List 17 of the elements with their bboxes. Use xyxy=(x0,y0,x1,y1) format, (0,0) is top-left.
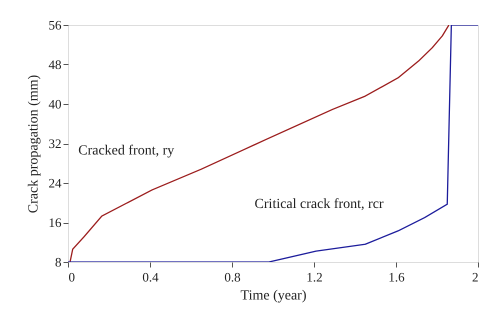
x-tick-label: 0 xyxy=(68,270,75,284)
y-tick-label: 8 xyxy=(55,254,62,270)
x-tick-label: 1.2 xyxy=(306,270,323,284)
series-label: Critical crack front, rcr xyxy=(254,197,384,212)
y-tick-label: 32 xyxy=(48,136,62,151)
x-tick-label: 0.4 xyxy=(142,270,160,284)
y-tick-label: 16 xyxy=(48,215,62,230)
y-tick-label: 40 xyxy=(48,96,62,112)
x-axis-title: Time (year) xyxy=(240,288,307,304)
x-tick-label: 2 xyxy=(472,270,478,284)
x-tick-label: 0.8 xyxy=(224,270,241,284)
y-tick-label: 56 xyxy=(48,18,62,32)
x-tick-label: 1.6 xyxy=(388,270,406,284)
y-tick-label: 48 xyxy=(48,57,62,72)
series-label: Cracked front, ry xyxy=(78,143,174,158)
y-tick-label: 24 xyxy=(48,176,62,190)
y-axis-title: Crack propagation (mm) xyxy=(26,74,42,214)
